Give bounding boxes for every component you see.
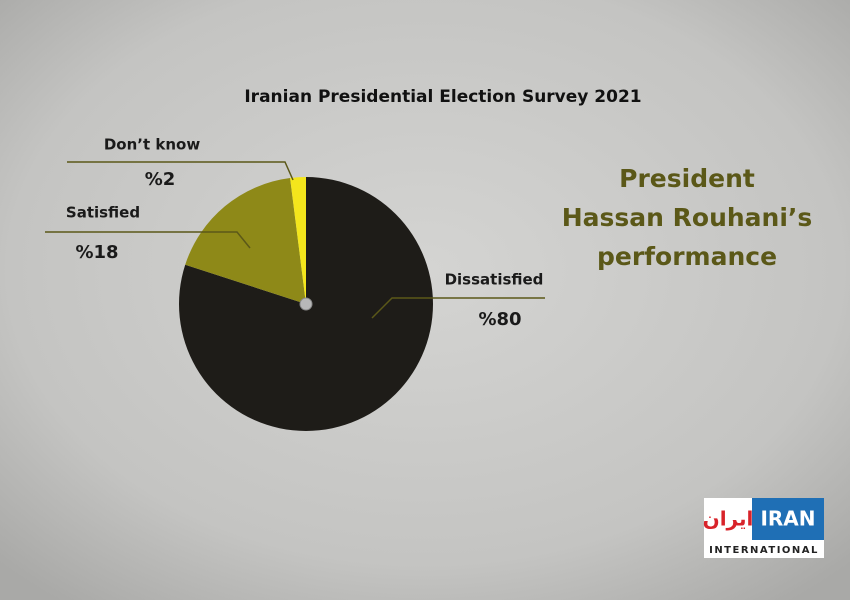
value-label: %80 [478, 309, 521, 330]
chart-title: Iranian Presidential Election Survey 202… [244, 87, 641, 107]
pie-slice [290, 177, 306, 304]
value-label: %2 [145, 169, 176, 190]
category-label: Dissatisfied [445, 271, 544, 289]
leader-line [371, 297, 545, 319]
leader-line [67, 161, 294, 181]
value-label: %18 [75, 242, 118, 263]
subtitle-line: President [619, 164, 755, 193]
leader-line [45, 231, 251, 249]
subtitle-line: performance [597, 242, 777, 271]
logo: ايران IRAN INTERNATIONAL [703, 498, 824, 558]
logo-persian: ايران [703, 507, 754, 531]
subtitle: President Hassan Rouhani’s performance [562, 164, 813, 271]
logo-latin: IRAN [760, 507, 815, 531]
category-label: Don’t know [104, 136, 200, 154]
subtitle-line: Hassan Rouhani’s [562, 203, 813, 232]
logo-box-left [704, 498, 752, 540]
category-label: Satisfied [66, 204, 140, 222]
logo-bar [704, 540, 824, 558]
logo-sub: INTERNATIONAL [709, 545, 819, 556]
pie-center [299, 297, 313, 311]
pie-slice [185, 178, 306, 304]
